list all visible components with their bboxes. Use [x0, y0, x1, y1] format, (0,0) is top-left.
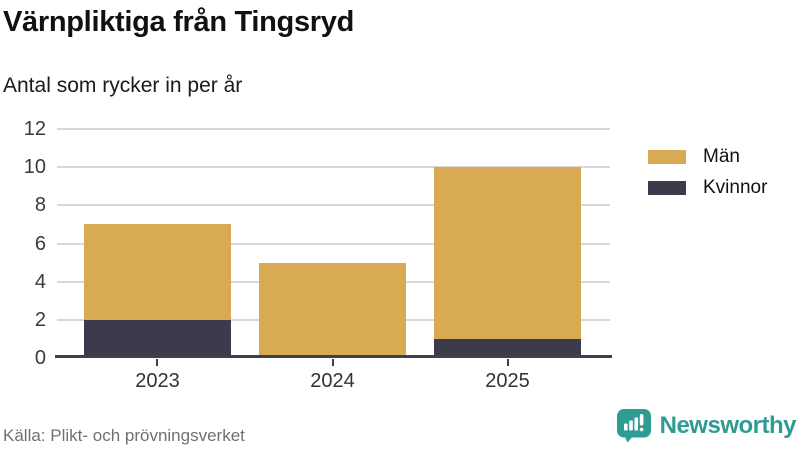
y-tick-label: 6	[34, 232, 46, 255]
legend: Män Kvinnor	[648, 146, 767, 208]
bar-segment	[259, 262, 406, 358]
newsworthy-wordmark: Newsworthy	[659, 412, 797, 439]
x-tick-label: 2025	[485, 370, 530, 392]
bar-segment	[83, 319, 231, 358]
chart-title: Värnpliktiga från Tingsryd	[3, 6, 355, 38]
bar-stack	[83, 129, 231, 358]
legend-label: Män	[703, 146, 740, 167]
legend-item: Kvinnor	[648, 177, 767, 199]
gridline	[57, 166, 610, 169]
newsworthy-speech-bubble-bar-chart-icon	[616, 409, 651, 443]
legend-label: Kvinnor	[703, 177, 768, 198]
bar-segment	[434, 338, 582, 358]
gridline	[57, 128, 610, 130]
bar-segment	[83, 224, 231, 320]
x-axis-line	[55, 355, 612, 358]
gridline	[57, 204, 610, 207]
y-tick-label: 12	[23, 118, 46, 140]
newsworthy-logo: Newsworthy	[616, 409, 797, 443]
bar-segment	[434, 167, 582, 339]
y-tick-label: 8	[34, 194, 46, 217]
y-tick-label: 4	[34, 270, 46, 293]
x-tick-label: 2024	[310, 370, 355, 392]
source-note: Källa: Plikt- och prövningsverket	[3, 426, 245, 445]
chart-subtitle: Antal som rycker in per år	[3, 74, 243, 97]
gridline	[57, 242, 610, 245]
legend-item: Män	[648, 146, 767, 168]
plot-area	[57, 128, 610, 358]
x-tick-label: 2023	[135, 370, 180, 392]
bar-stack	[434, 129, 582, 358]
bar-stack	[259, 129, 406, 358]
y-tick-label: 0	[34, 347, 46, 369]
y-axis: 0 2 4 6 8 10 12	[0, 0, 46, 450]
legend-swatch	[648, 181, 686, 195]
legend-swatch	[648, 150, 686, 164]
y-tick-label: 2	[34, 308, 46, 331]
y-tick-label: 10	[23, 156, 46, 179]
x-axis-tick	[331, 359, 334, 366]
x-axis-tick	[506, 359, 509, 366]
x-axis-tick	[156, 359, 159, 366]
x-axis: 2023 2024 2025	[57, 358, 610, 402]
